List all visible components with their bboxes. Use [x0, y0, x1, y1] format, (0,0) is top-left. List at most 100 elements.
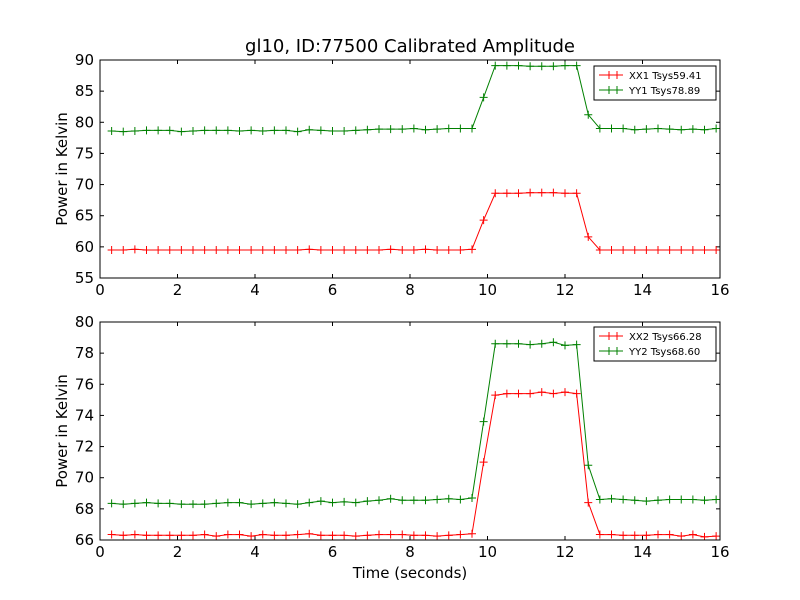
bottom-data-point	[677, 495, 686, 504]
bottom-legend-marker	[605, 347, 621, 355]
bottom-data-point	[502, 389, 511, 398]
bottom-data-point	[456, 495, 465, 504]
bottom-y-tick-label: 76	[75, 375, 94, 393]
top-data-point	[514, 189, 523, 198]
bottom-data-point	[142, 531, 151, 540]
bottom-data-point	[433, 495, 442, 504]
bottom-data-point	[305, 529, 314, 538]
top-data-point	[712, 124, 720, 133]
top-data-point	[595, 245, 604, 254]
bottom-data-point	[537, 388, 546, 397]
top-data-point	[247, 245, 256, 254]
bottom-data-point	[119, 531, 128, 540]
top-data-point	[282, 126, 290, 135]
bottom-data-point	[688, 530, 697, 539]
bottom-legend-label: XX2 Tsys66.28	[629, 332, 702, 343]
top-y-tick-label: 55	[75, 269, 94, 287]
bottom-data-point	[328, 498, 337, 507]
bottom-data-point	[154, 531, 163, 540]
bottom-data-point	[375, 530, 383, 539]
top-data-point	[130, 245, 139, 254]
top-x-tick-label: 0	[95, 281, 105, 299]
bottom-y-tick-label: 72	[75, 438, 94, 456]
bottom-data-point	[630, 531, 639, 540]
bottom-data-point	[154, 499, 163, 508]
bottom-data-point	[607, 494, 616, 503]
bottom-data-point	[340, 531, 349, 540]
bottom-data-point	[409, 496, 418, 505]
bottom-data-point	[409, 531, 418, 540]
bottom-data-point	[700, 496, 709, 505]
top-data-point	[154, 126, 163, 135]
top-data-point	[456, 124, 465, 133]
bottom-data-point	[468, 529, 476, 538]
bottom-data-point	[665, 530, 674, 539]
bottom-data-point	[340, 497, 349, 506]
bottom-data-point	[433, 532, 442, 540]
top-data-point	[235, 127, 244, 136]
bottom-data-point	[491, 391, 500, 400]
bottom-data-point	[328, 531, 337, 540]
bottom-data-point	[293, 500, 302, 509]
top-data-point	[305, 245, 314, 254]
bottom-series-line-1	[111, 391, 717, 538]
bottom-data-point	[363, 497, 372, 506]
bottom-data-point	[235, 530, 244, 539]
top-data-point	[584, 232, 593, 241]
top-x-tick-label: 6	[328, 281, 338, 299]
top-data-point	[630, 245, 639, 254]
top-data-point	[293, 245, 302, 254]
bottom-legend-label: YY2 Tsys68.60	[628, 347, 700, 358]
top-legend-label: XX1 Tsys59.41	[629, 71, 702, 82]
bottom-data-point	[316, 531, 325, 540]
bottom-data-point	[688, 495, 697, 504]
top-data-point	[549, 188, 558, 197]
bottom-y-tick-label: 68	[75, 500, 94, 518]
bottom-data-point	[398, 496, 407, 505]
bottom-legend-box	[593, 326, 717, 362]
top-x-tick-label: 10	[478, 281, 497, 299]
top-data-point	[700, 245, 709, 254]
bottom-data-point	[189, 531, 197, 540]
top-data-point	[328, 127, 337, 136]
top-x-tick-label: 8	[405, 281, 415, 299]
top-data-point	[258, 127, 267, 136]
bottom-data-point	[712, 532, 720, 540]
top-data-point	[595, 124, 604, 133]
top-x-tick-label: 4	[250, 281, 260, 299]
bottom-data-point	[130, 499, 139, 508]
bottom-data-point	[444, 531, 453, 540]
top-data-point	[258, 245, 267, 254]
bottom-data-point	[258, 530, 267, 539]
bottom-x-tick-label: 12	[555, 543, 574, 561]
top-data-point	[375, 245, 383, 254]
bottom-data-point	[223, 498, 232, 507]
top-data-point	[584, 110, 593, 119]
bottom-data-point	[607, 530, 616, 539]
bottom-data-point	[502, 339, 511, 348]
top-data-point	[351, 245, 360, 254]
bottom-data-point	[537, 339, 546, 348]
bottom-data-point	[107, 530, 116, 539]
bottom-data-point	[549, 389, 558, 398]
bottom-data-point	[572, 340, 581, 349]
bottom-data-point	[456, 530, 465, 539]
top-data-point	[119, 127, 128, 136]
bottom-data-point	[386, 494, 395, 503]
bottom-data-point	[375, 496, 383, 505]
top-data-point	[212, 126, 221, 135]
top-data-point	[107, 245, 116, 254]
top-data-point	[491, 61, 500, 70]
bottom-data-point	[200, 530, 209, 539]
top-data-point	[421, 245, 430, 254]
bottom-data-point	[665, 495, 674, 504]
top-data-point	[409, 124, 418, 133]
bottom-data-point	[247, 500, 256, 509]
top-data-point	[677, 245, 686, 254]
top-data-point	[305, 125, 314, 134]
top-data-point	[549, 62, 558, 71]
bottom-data-point	[677, 532, 686, 540]
bottom-x-tick-label: 2	[173, 543, 183, 561]
top-data-point	[340, 245, 349, 254]
top-y-tick-label: 75	[75, 144, 94, 162]
